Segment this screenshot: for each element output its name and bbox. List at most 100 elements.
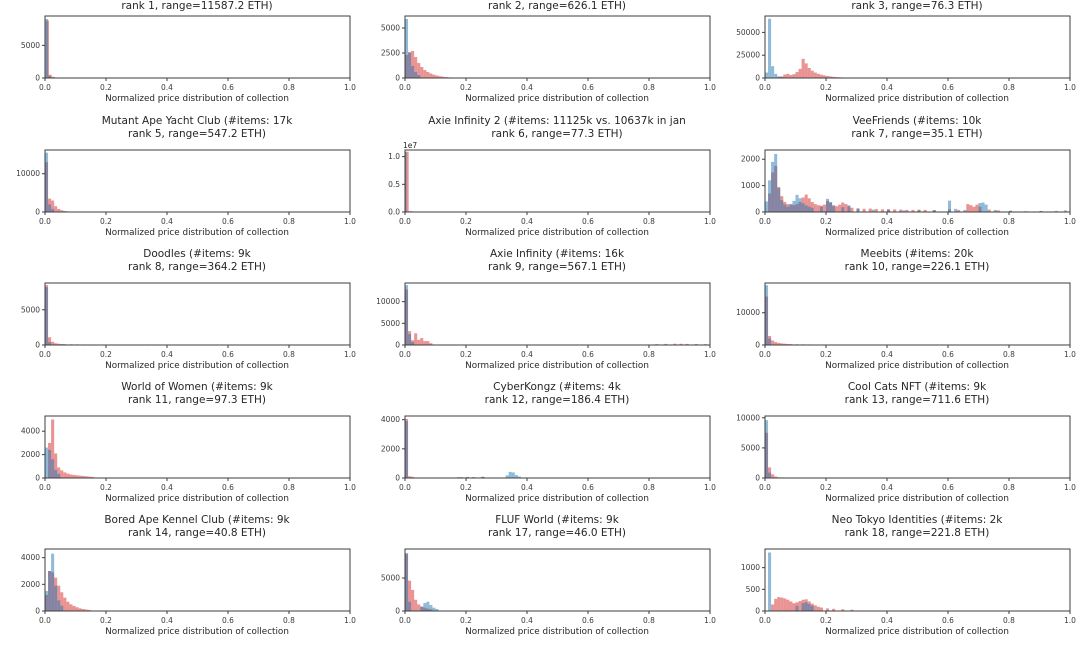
svg-text:0.4: 0.4 [161,616,173,625]
x-axis-label: Normalized price distribution of collect… [17,361,377,372]
svg-text:1.0: 1.0 [344,616,356,625]
svg-text:0.4: 0.4 [521,616,533,625]
svg-text:0.8: 0.8 [643,217,655,226]
svg-text:0.2: 0.2 [820,217,832,226]
svg-text:0.0: 0.0 [39,83,51,92]
svg-text:10000: 10000 [736,413,760,422]
svg-text:4000: 4000 [21,427,40,436]
subplot-veefriends: VeeFriends (#items: 10k rank 7, range=35… [720,110,1080,243]
svg-text:0.6: 0.6 [222,483,234,492]
x-axis-label: Normalized price distribution of collect… [17,627,377,638]
svg-text:0.6: 0.6 [582,83,594,92]
subplot-title: Meebits (#items: 20k rank 10, range=226.… [737,248,1080,273]
svg-text:5000: 5000 [21,40,40,49]
subplot-title: Bored Ape Kennel Club (#items: 9k rank 1… [17,514,377,539]
svg-text:0.2: 0.2 [460,217,472,226]
svg-text:1e7: 1e7 [403,141,417,150]
svg-text:50000: 50000 [736,27,760,36]
svg-text:0.4: 0.4 [521,483,533,492]
svg-text:0.0: 0.0 [759,350,771,359]
subplot-title-line2: rank 7, range=35.1 ETH) [737,128,1080,141]
svg-text:0.6: 0.6 [582,616,594,625]
svg-text:0.2: 0.2 [100,616,112,625]
svg-text:4000: 4000 [381,415,400,424]
svg-text:500: 500 [746,585,761,594]
svg-text:0: 0 [35,208,40,217]
svg-text:0.8: 0.8 [1003,616,1015,625]
svg-text:2500: 2500 [381,48,400,57]
svg-text:10000: 10000 [16,169,40,178]
svg-text:0.2: 0.2 [820,616,832,625]
subplot-title-line2: rank 1, range=11587.2 ETH) [17,0,377,13]
svg-text:1.0: 1.0 [704,217,716,226]
subplot-cyberkongz: CyberKongz (#items: 4k rank 12, range=18… [360,376,720,509]
svg-text:0: 0 [35,341,40,350]
svg-text:5000: 5000 [381,574,400,583]
subplot-title: Mutant Ape Yacht Club (#items: 17k rank … [17,115,377,140]
x-axis-label: Normalized price distribution of collect… [377,94,737,105]
svg-text:1.0: 1.0 [704,350,716,359]
svg-text:0.6: 0.6 [942,350,954,359]
svg-text:0: 0 [395,73,400,82]
svg-text:0.0: 0.0 [399,616,411,625]
svg-text:2000: 2000 [741,155,760,164]
svg-text:0.4: 0.4 [881,350,893,359]
svg-text:0.0: 0.0 [388,208,400,217]
svg-text:0.2: 0.2 [820,483,832,492]
svg-text:0.4: 0.4 [881,217,893,226]
subplot-title: Cool Cats NFT (#items: 9k rank 13, range… [737,381,1080,406]
svg-text:1.0: 1.0 [344,217,356,226]
subplot-title-line2: rank 18, range=221.8 ETH) [737,527,1080,540]
svg-text:1.0: 1.0 [1064,83,1076,92]
subplot-title-line1: Doodles (#items: 9k [17,248,377,261]
subplot-title-line2: rank 10, range=226.1 ETH) [737,261,1080,274]
svg-text:0.8: 0.8 [1003,217,1015,226]
svg-text:0.2: 0.2 [100,350,112,359]
svg-text:1000: 1000 [741,181,760,190]
subplot-doodles: Doodles (#items: 9k rank 8, range=364.2 … [0,243,360,376]
svg-text:0.6: 0.6 [222,217,234,226]
svg-text:10000: 10000 [376,297,400,306]
svg-text:1.0: 1.0 [1064,217,1076,226]
svg-text:0.8: 0.8 [283,217,295,226]
svg-text:1.0: 1.0 [1064,483,1076,492]
svg-text:1.0: 1.0 [388,152,400,161]
subplot-fluf-world: FLUF World (#items: 9k rank 17, range=46… [360,509,720,649]
subplot-title: rank 1, range=11587.2 ETH) [17,0,377,13]
svg-text:0.2: 0.2 [460,483,472,492]
svg-text:0.6: 0.6 [582,483,594,492]
svg-text:0.8: 0.8 [283,483,295,492]
subplot-title-line1: Cool Cats NFT (#items: 9k [737,381,1080,394]
subplot-axie-infinity-2: Axie Infinity 2 (#items: 11125k vs. 1063… [360,110,720,243]
svg-text:0.8: 0.8 [1003,483,1015,492]
svg-text:0.4: 0.4 [521,83,533,92]
svg-text:1.0: 1.0 [1064,350,1076,359]
svg-text:0.8: 0.8 [643,483,655,492]
svg-text:1.0: 1.0 [344,483,356,492]
subplot-title-line1: Axie Infinity 2 (#items: 11125k vs. 1063… [377,115,737,128]
subplot-neo-tokyo-identities: Neo Tokyo Identities (#items: 2k rank 18… [720,509,1080,649]
subplot-title: VeeFriends (#items: 10k rank 7, range=35… [737,115,1080,140]
svg-text:0: 0 [35,607,40,616]
svg-text:10000: 10000 [736,308,760,317]
svg-text:0: 0 [755,607,760,616]
subplot-title: rank 2, range=626.1 ETH) [377,0,737,13]
svg-text:0.2: 0.2 [820,83,832,92]
svg-text:0.6: 0.6 [942,483,954,492]
svg-text:0.8: 0.8 [283,83,295,92]
subplot-title: CyberKongz (#items: 4k rank 12, range=18… [377,381,737,406]
svg-text:0: 0 [755,341,760,350]
subplot-title-line1: Axie Infinity (#items: 16k [377,248,737,261]
svg-text:1.0: 1.0 [344,83,356,92]
x-axis-label: Normalized price distribution of collect… [377,494,737,505]
